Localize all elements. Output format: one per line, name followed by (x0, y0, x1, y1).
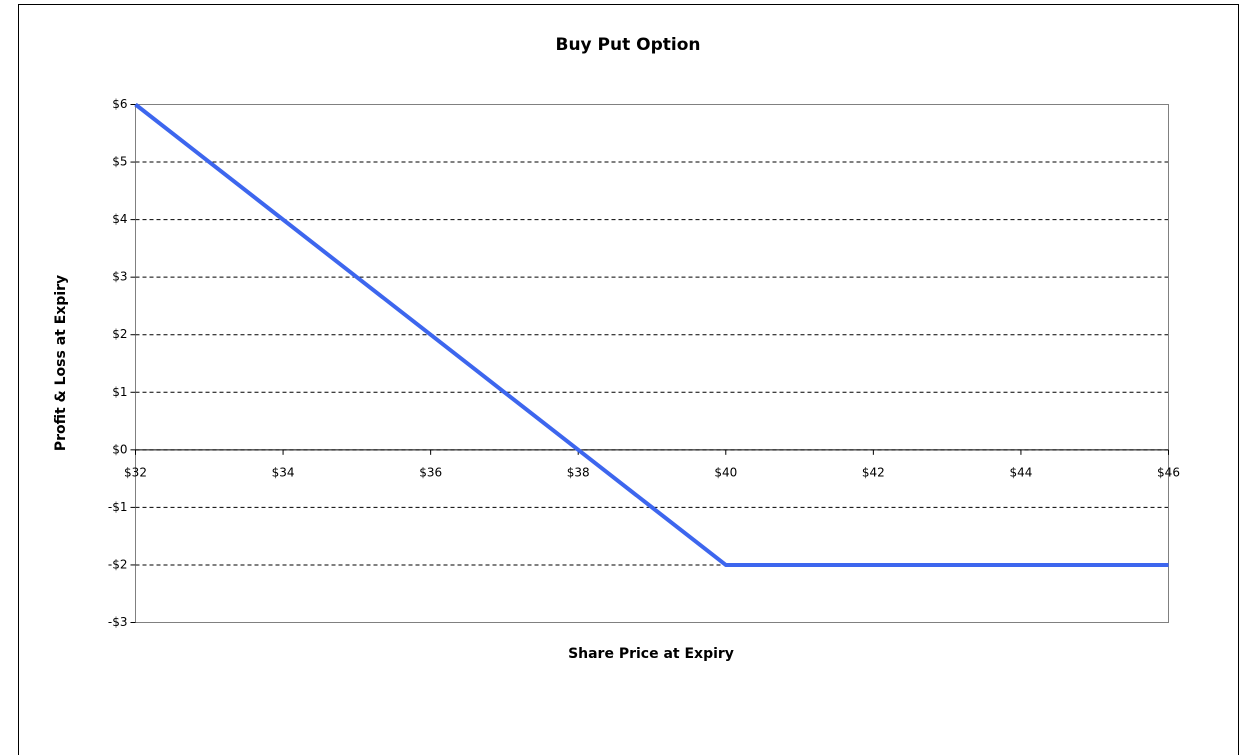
x-tick-label: $34 (272, 465, 295, 479)
y-tick-label: $2 (112, 327, 127, 341)
x-tick-label: $46 (1157, 465, 1180, 479)
x-axis-label: Share Price at Expiry (568, 646, 734, 662)
x-tick-label: $42 (862, 465, 885, 479)
y-tick-label: -$2 (108, 557, 128, 571)
y-tick-label: -$1 (108, 500, 128, 514)
plot-area (135, 104, 1169, 623)
x-tick-label: $44 (1009, 465, 1032, 479)
chart-frame (18, 4, 1239, 755)
chart-title: Buy Put Option (555, 35, 700, 55)
y-tick-label: $0 (112, 442, 127, 456)
y-tick-label: -$3 (108, 615, 128, 629)
x-tick-label: $32 (124, 465, 147, 479)
y-tick-label: $6 (112, 97, 127, 111)
y-tick-label: $3 (112, 270, 127, 284)
x-tick-label: $38 (567, 465, 590, 479)
y-tick-label: $5 (112, 155, 127, 169)
y-tick-label: $4 (112, 212, 127, 226)
x-tick-label: $40 (714, 465, 737, 479)
line-series (134, 102, 1169, 567)
y-tick-label: $1 (112, 385, 127, 399)
x-tick-label: $36 (419, 465, 442, 479)
y-axis-label: Profit & Loss at Expiry (53, 275, 69, 451)
